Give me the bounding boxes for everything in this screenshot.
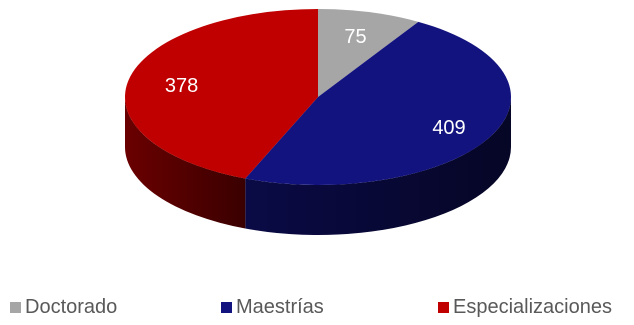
legend-item-doctorado: Doctorado	[10, 296, 117, 319]
legend-swatch-especializaciones	[438, 302, 449, 313]
pie-data-labels: 75 409 378	[165, 26, 466, 139]
pie-tops	[124, 9, 512, 186]
legend: Doctorado Maestrías Especializaciones	[0, 296, 634, 320]
data-label-especializaciones: 378	[165, 75, 198, 97]
legend-item-maestrias: Maestrías	[221, 296, 324, 319]
data-label-maestrías: 409	[432, 117, 465, 139]
legend-swatch-doctorado	[10, 302, 21, 313]
data-label-doctorado: 75	[344, 26, 366, 48]
pie-slice-doctorado	[318, 9, 419, 97]
legend-swatch-maestrias	[221, 302, 232, 313]
pie-side-maestrías	[245, 97, 512, 236]
legend-item-especializaciones: Especializaciones	[438, 296, 612, 319]
legend-label-especializaciones: Especializaciones	[453, 296, 612, 318]
pie-slice-especializaciones	[124, 9, 319, 179]
legend-label-maestrias: Maestrías	[236, 296, 324, 318]
pie-sides	[124, 97, 512, 236]
pie-slice-maestrías	[245, 21, 512, 186]
pie-side-especializaciones	[124, 97, 246, 229]
legend-label-doctorado: Doctorado	[25, 296, 118, 318]
